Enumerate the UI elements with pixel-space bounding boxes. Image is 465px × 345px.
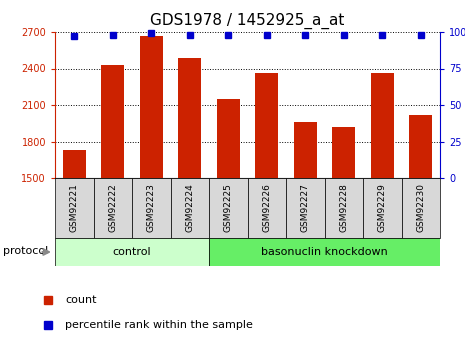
Text: GSM92227: GSM92227 <box>301 184 310 233</box>
Bar <box>332 127 355 178</box>
Text: protocol: protocol <box>3 246 48 256</box>
Bar <box>286 178 325 238</box>
Bar <box>132 178 171 238</box>
Bar <box>93 178 132 238</box>
Bar <box>409 115 432 178</box>
Text: percentile rank within the sample: percentile rank within the sample <box>65 319 253 329</box>
Bar <box>401 178 440 238</box>
Text: GSM92229: GSM92229 <box>378 184 387 233</box>
Text: GSM92221: GSM92221 <box>70 184 79 233</box>
Text: basonuclin knockdown: basonuclin knockdown <box>261 247 388 257</box>
Text: GSM92224: GSM92224 <box>185 184 194 233</box>
Bar <box>63 150 86 178</box>
Bar <box>294 122 317 178</box>
Bar <box>209 238 440 266</box>
Text: GSM92223: GSM92223 <box>147 184 156 233</box>
Text: count: count <box>65 295 97 305</box>
Bar <box>55 238 209 266</box>
Bar <box>325 178 363 238</box>
Text: GSM92228: GSM92228 <box>339 184 348 233</box>
Text: GSM92226: GSM92226 <box>262 184 271 233</box>
Text: GSM92225: GSM92225 <box>224 184 233 233</box>
Text: control: control <box>113 247 151 257</box>
Bar <box>209 178 247 238</box>
Bar <box>178 58 201 178</box>
Bar <box>101 65 124 178</box>
Bar <box>171 178 209 238</box>
Title: GDS1978 / 1452925_a_at: GDS1978 / 1452925_a_at <box>150 13 345 29</box>
Text: GSM92230: GSM92230 <box>416 184 425 233</box>
Bar <box>140 36 163 178</box>
Text: GSM92222: GSM92222 <box>108 184 117 233</box>
Bar <box>255 73 278 178</box>
Bar <box>217 99 240 178</box>
Bar <box>363 178 401 238</box>
Bar <box>55 178 93 238</box>
Bar <box>247 178 286 238</box>
Bar <box>371 73 394 178</box>
